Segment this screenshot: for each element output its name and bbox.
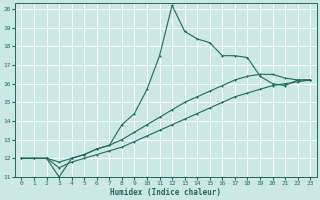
X-axis label: Humidex (Indice chaleur): Humidex (Indice chaleur) [110,188,221,197]
